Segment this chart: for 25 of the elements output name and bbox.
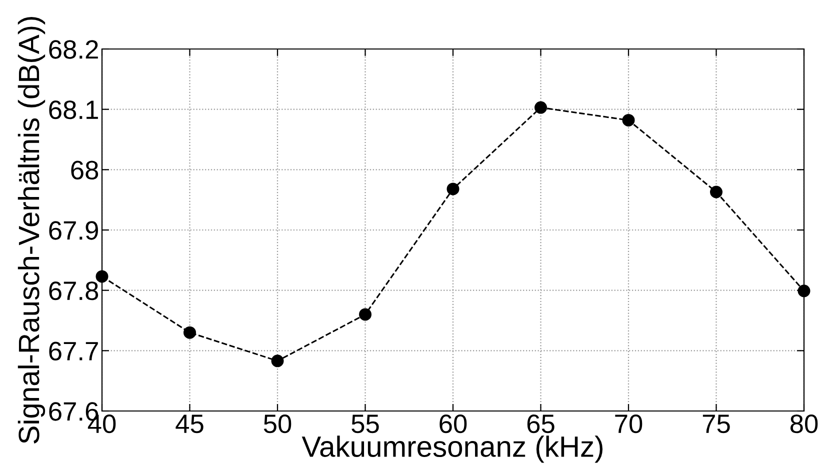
x-tick-label: 80 [790,414,818,434]
y-tick-label: 67.7 [49,342,98,360]
y-tick-label: 68.2 [49,40,98,59]
y-axis-title: Signal-Rausch-Verhältnis (dB(A)) [18,17,46,444]
x-tick-label: 60 [440,414,467,434]
x-tick-label: 70 [615,414,642,434]
x-tick-label: 50 [264,414,292,434]
point [359,308,372,321]
point [271,354,284,368]
point [798,284,810,298]
point [534,101,547,114]
y-tick-label: 67.8 [49,281,98,300]
point [184,326,196,339]
x-tick-label: 55 [352,414,379,434]
y-tick-label: 68.1 [49,100,98,120]
x-tick-label: 45 [176,414,204,434]
point [446,182,460,196]
point [96,270,108,283]
y-tick-label: 67.9 [49,221,98,240]
point [710,186,722,198]
y-tick-label: 68 [71,160,98,180]
x-tick-label: 65 [527,414,554,434]
x-tick-label: 75 [702,414,730,434]
x-axis-title: Vakuumresonanz (kHz) [302,436,602,463]
point [622,114,635,126]
